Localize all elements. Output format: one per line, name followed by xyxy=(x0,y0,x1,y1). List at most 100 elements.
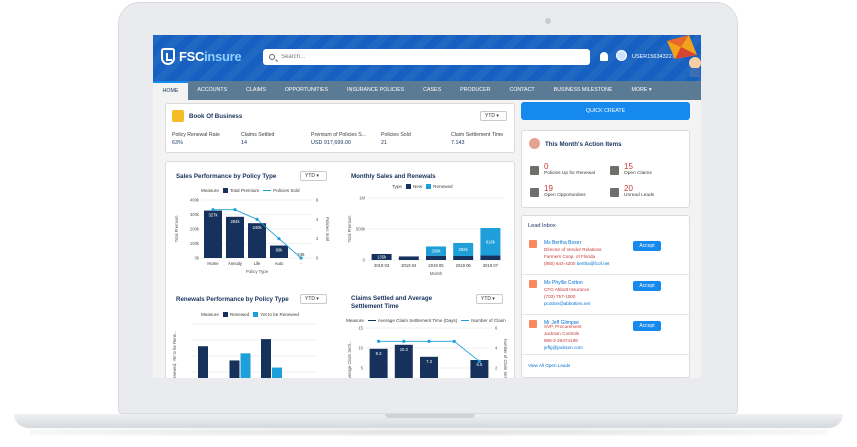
lead-company: Abbott Insurance xyxy=(554,287,590,292)
policies-sold-point xyxy=(299,256,303,260)
tab-more[interactable]: MORE ▾ xyxy=(622,81,661,100)
lead-item: Mr Jeff Glimpse SVP, Procurement Jackson… xyxy=(522,315,689,355)
accept-button[interactable]: Accept xyxy=(633,321,661,331)
renewals-filter-label: YTD xyxy=(305,296,315,302)
y-axis-label: Total Premium xyxy=(347,215,352,242)
y-axis-label: Renewed, Yet to be Rene... xyxy=(172,331,177,379)
book-icon xyxy=(172,110,184,122)
bar xyxy=(272,367,282,378)
action-count[interactable]: 15 xyxy=(624,162,633,171)
x-tick-label: Home xyxy=(207,261,219,266)
notification-bell-icon[interactable] xyxy=(600,52,608,61)
tab-cases[interactable]: CASES xyxy=(423,87,442,93)
action-items-title: This Month's Action Items xyxy=(545,141,622,148)
policies-sold-point xyxy=(233,208,237,212)
lead-email[interactable]: jeffg@jackson.com xyxy=(544,345,583,350)
app-logo[interactable]: FSCinsure xyxy=(161,48,242,65)
action-count[interactable]: 19 xyxy=(544,184,553,193)
laptop-base xyxy=(14,414,843,428)
x-tick-label: Life xyxy=(254,261,261,266)
renewals-filter-ytd[interactable]: YTD ▾ xyxy=(300,294,327,304)
legend-series-2: Yet to be Renewed xyxy=(260,312,299,317)
lead-item: Ms Phyllis Cotton CFO Abbott Insurance (… xyxy=(522,275,689,315)
lead-icon xyxy=(529,320,537,328)
lead-email[interactable]: bertha@fcof.net xyxy=(576,261,610,266)
bar xyxy=(398,256,419,260)
tab-insurance-policies[interactable]: INSURANCE POLICIES xyxy=(347,87,405,93)
quick-create-button[interactable]: QUICK CREATE xyxy=(521,102,690,120)
tab-claims[interactable]: CLAIMS xyxy=(246,87,266,93)
y-tick-label: 1M xyxy=(359,196,365,201)
stat-label: Policies Sold xyxy=(381,132,411,138)
sales-chart-title: Sales Performance by Policy Type xyxy=(176,173,277,180)
action-count[interactable]: 20 xyxy=(624,184,633,193)
number-of-claims-point xyxy=(452,339,456,343)
bar xyxy=(426,255,446,260)
y-tick-label: 0k xyxy=(195,256,200,261)
lead-name[interactable]: Ms Bertha Boxer xyxy=(544,240,582,246)
bar-label: 208k xyxy=(431,249,441,254)
tab-producer[interactable]: PRODUCER xyxy=(460,87,491,93)
x-tick-label: 2019 04 xyxy=(401,263,417,268)
bar xyxy=(198,346,208,378)
tab-business-milestone[interactable]: BUSINESS MILESTONE xyxy=(553,87,613,93)
y-tick-label: 300k xyxy=(190,212,200,217)
legend-swatch xyxy=(253,312,259,317)
y-tick-label: 400k xyxy=(190,198,200,203)
lead-name[interactable]: Ms Phyllis Cotton xyxy=(544,280,583,286)
book-of-business-card: Book Of Business YTD ▾ Policy Renewal Ra… xyxy=(165,103,515,153)
opportunities-icon xyxy=(530,188,539,197)
stat-value: USD 917,699.00 xyxy=(311,140,351,146)
stat-value: 21 xyxy=(381,140,387,146)
book-filter-label: YTD xyxy=(485,113,495,119)
tab-accounts[interactable]: ACCOUNTS xyxy=(197,87,228,93)
y-tick-label: 100k xyxy=(190,241,200,246)
bar-label: 240k xyxy=(252,225,262,230)
lead-inbox-title: Lead Inbox xyxy=(528,223,556,229)
bar xyxy=(371,253,392,260)
claims-filter-ytd[interactable]: YTD ▾ xyxy=(476,294,503,304)
search-input[interactable] xyxy=(281,54,581,60)
y-axis-label: Average Claim Settl... xyxy=(347,341,352,378)
stat-value: 14 xyxy=(241,140,247,146)
tab-opportunities[interactable]: OPPORTUNITIES xyxy=(284,87,329,93)
action-items-icon xyxy=(529,138,540,149)
legend-measure: Measure xyxy=(201,188,219,193)
legend-series-2: Policies Sold xyxy=(273,188,300,193)
x-tick-label: 2019 03 xyxy=(374,263,390,268)
accept-button[interactable]: Accept xyxy=(633,241,661,251)
legend-series-2: Renewed xyxy=(433,184,453,189)
monthly-chart-title: Monthly Sales and Renewals xyxy=(351,173,436,180)
lead-email[interactable]: pcotton@abbottins.net xyxy=(544,301,591,306)
bar-label: 135k xyxy=(377,254,387,259)
sales-chart: 400k 300k 200k 100k 0k 6 4 2 0 Total Premium Polic… xyxy=(174,198,330,275)
bar-label: 327k xyxy=(208,213,218,218)
bar xyxy=(248,223,266,258)
user-avatar[interactable] xyxy=(616,50,627,61)
y-tick-label: 10 xyxy=(358,346,363,351)
tab-home[interactable]: HOME xyxy=(153,81,188,100)
tab-contact[interactable]: CONTACT xyxy=(509,87,535,93)
bar-label: 246 xyxy=(298,252,306,257)
sales-filter-ytd[interactable]: YTD ▾ xyxy=(300,171,327,181)
book-filter-ytd[interactable]: YTD ▾ xyxy=(480,111,507,121)
global-search[interactable] xyxy=(263,49,590,65)
bar-label: 9.3 xyxy=(376,351,382,356)
main-nav: HOME ACCOUNTS CLAIMS OPPORTUNITIES INSUR… xyxy=(153,81,701,100)
legend-line xyxy=(367,319,376,322)
top-bar: FSCinsure USER15634322732 xyxy=(153,35,701,81)
accept-button[interactable]: Accept xyxy=(633,281,661,291)
legend-series-1: Renewed xyxy=(229,312,250,317)
unread-leads-icon xyxy=(610,188,619,197)
stat-label: Claims Settled xyxy=(241,132,275,138)
action-count[interactable]: 0 xyxy=(544,162,549,171)
bar xyxy=(204,210,222,258)
y-tick-label: 0 xyxy=(363,258,366,263)
view-all-leads-link[interactable]: View All Open Leads xyxy=(528,363,571,368)
bar-label: 6.5 xyxy=(476,362,482,367)
bar xyxy=(480,255,501,260)
user-name[interactable]: USER15634322732 xyxy=(632,54,681,60)
lead-name[interactable]: Mr Jeff Glimpse xyxy=(544,320,579,326)
bar-label: 284k xyxy=(230,219,240,224)
sales-filter-label: YTD xyxy=(305,173,315,179)
